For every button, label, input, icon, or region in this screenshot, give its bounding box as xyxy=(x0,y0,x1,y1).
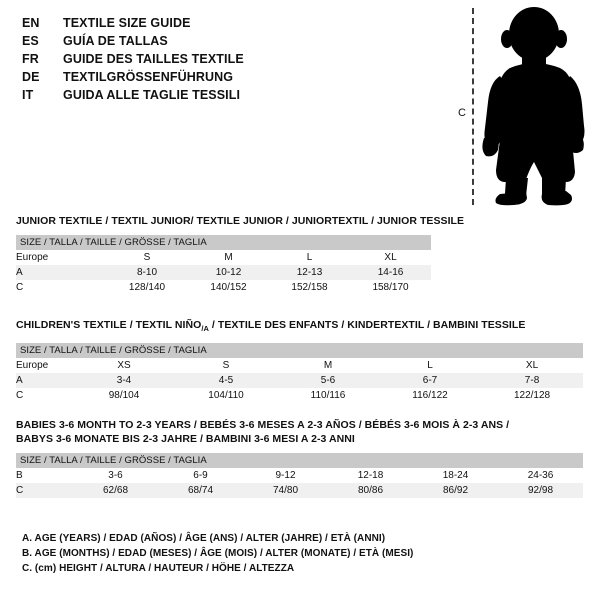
cell-value: 12-18 xyxy=(328,468,413,483)
row-label-a: A xyxy=(16,265,106,280)
children-table-header-label: SIZE / TALLA / TAILLE / GRÖSSE / TAGLIA xyxy=(16,343,584,359)
legend-line-b: B. AGE (MONTHS) / EDAD (MESES) / ÂGE (MO… xyxy=(22,548,414,559)
cell-value: 104/110 xyxy=(175,388,277,404)
cell-value: 24-36 xyxy=(498,468,583,483)
title-row: FR GUIDE DES TAILLES TEXTILE xyxy=(22,50,422,68)
cell-value: 92/98 xyxy=(498,483,583,498)
table-row: B 3-6 6-9 9-12 12-18 18-24 24-36 xyxy=(16,468,583,483)
section-childrens-textile: CHILDREN'S TEXTILE / TEXTIL NIÑO/A / TEX… xyxy=(16,318,586,404)
height-illustration: C xyxy=(450,0,600,212)
row-label-c: C xyxy=(16,388,73,404)
table-row: A 8-10 10-12 12-13 14-16 xyxy=(16,265,432,280)
title-row: ES GUÍA DE TALLAS xyxy=(22,32,422,50)
junior-size-table: SIZE / TALLA / TAILLE / GRÖSSE / TAGLIA … xyxy=(16,235,432,295)
cell-value: 6-9 xyxy=(158,468,243,483)
junior-table-header-label: SIZE / TALLA / TAILLE / GRÖSSE / TAGLIA xyxy=(16,235,432,250)
cell-value: 80/86 xyxy=(328,483,413,498)
cell-value: XL xyxy=(350,250,432,265)
section-children-heading-part1: CHILDREN'S TEXTILE / TEXTIL NIÑO xyxy=(16,319,202,331)
babies-size-table: SIZE / TALLA / TAILLE / GRÖSSE / TAGLIA … xyxy=(16,453,583,498)
section-children-heading-part2: / TEXTILE DES ENFANTS / KINDERTEXTIL / B… xyxy=(208,319,526,331)
height-measure-label: C xyxy=(456,106,468,120)
language-code-fr: FR xyxy=(22,52,39,66)
section-junior-heading: JUNIOR TEXTILE / TEXTIL JUNIOR/ TEXTILE … xyxy=(16,215,465,227)
table-row: C 98/104 104/110 110/116 116/122 122/128 xyxy=(16,388,584,404)
row-label-c: C xyxy=(16,483,73,498)
table-header-row: SIZE / TALLA / TAILLE / GRÖSSE / TAGLIA xyxy=(16,343,584,359)
title-text-fr: GUIDE DES TAILLES TEXTILE xyxy=(63,52,244,66)
row-label-a: A xyxy=(16,373,73,389)
babies-table-header-label: SIZE / TALLA / TAILLE / GRÖSSE / TAGLIA xyxy=(16,453,583,468)
cell-value: 62/68 xyxy=(73,483,158,498)
cell-value: M xyxy=(277,358,379,374)
cell-value: 68/74 xyxy=(158,483,243,498)
language-code-es: ES xyxy=(22,34,39,48)
cell-value: 122/128 xyxy=(481,388,584,404)
table-row: Europe S M L XL xyxy=(16,250,432,265)
section-babies-textile: BABIES 3-6 MONTH TO 2-3 YEARS / BEBÉS 3-… xyxy=(16,418,586,498)
cell-value: 86/92 xyxy=(413,483,498,498)
cell-value: M xyxy=(188,250,269,265)
cell-value: 128/140 xyxy=(106,280,188,295)
cell-value: XS xyxy=(73,358,175,374)
cell-value: S xyxy=(106,250,188,265)
cell-value: 3-4 xyxy=(73,373,175,389)
cell-value: XL xyxy=(481,358,584,374)
table-row: A 3-4 4-5 5-6 6-7 7-8 xyxy=(16,373,584,389)
cell-value: 158/170 xyxy=(350,280,432,295)
cell-value: 98/104 xyxy=(73,388,175,404)
cell-value: 9-12 xyxy=(243,468,328,483)
cell-value: 4-5 xyxy=(175,373,277,389)
table-header-row: SIZE / TALLA / TAILLE / GRÖSSE / TAGLIA xyxy=(16,235,432,250)
cell-value: 14-16 xyxy=(350,265,432,280)
height-measure-dashed-line xyxy=(472,8,474,205)
cell-value: 152/158 xyxy=(269,280,350,295)
table-row: Europe XS S M L XL xyxy=(16,358,584,374)
cell-value: 5-6 xyxy=(277,373,379,389)
title-text-en: TEXTILE SIZE GUIDE xyxy=(63,16,191,30)
language-title-block: EN TEXTILE SIZE GUIDE ES GUÍA DE TALLAS … xyxy=(22,14,422,104)
title-text-de: TEXTILGRÖSSENFÜHRUNG xyxy=(63,70,234,84)
language-code-en: EN xyxy=(22,16,40,30)
section-babies-heading-line2: BABYS 3-6 MONATE BIS 2-3 JAHRE / BAMBINI… xyxy=(16,433,355,445)
cell-value: 110/116 xyxy=(277,388,379,404)
measurement-legend: A. AGE (YEARS) / EDAD (AÑOS) / ÂGE (ANS)… xyxy=(22,531,482,576)
section-junior-textile: JUNIOR TEXTILE / TEXTIL JUNIOR/ TEXTILE … xyxy=(16,214,465,295)
row-label-b: B xyxy=(16,468,73,483)
table-row: C 62/68 68/74 74/80 80/86 86/92 92/98 xyxy=(16,483,583,498)
row-label-c: C xyxy=(16,280,106,295)
legend-line-c: C. (cm) HEIGHT / ALTURA / HAUTEUR / HÖHE… xyxy=(22,563,295,574)
table-row: C 128/140 140/152 152/158 158/170 xyxy=(16,280,432,295)
cell-value: 7-8 xyxy=(481,373,584,389)
section-babies-heading-line1: BABIES 3-6 MONTH TO 2-3 YEARS / BEBÉS 3-… xyxy=(16,419,510,431)
title-row: EN TEXTILE SIZE GUIDE xyxy=(22,14,422,32)
cell-value: 3-6 xyxy=(73,468,158,483)
cell-value: L xyxy=(269,250,350,265)
cell-value: 116/122 xyxy=(379,388,481,404)
language-code-it: IT xyxy=(22,88,34,102)
title-text-es: GUÍA DE TALLAS xyxy=(63,34,168,48)
cell-value: S xyxy=(175,358,277,374)
cell-value: 6-7 xyxy=(379,373,481,389)
row-label-europe: Europe xyxy=(16,358,73,374)
cell-value: 8-10 xyxy=(106,265,188,280)
toddler-silhouette-icon xyxy=(482,7,585,206)
cell-value: 12-13 xyxy=(269,265,350,280)
language-code-de: DE xyxy=(22,70,40,84)
section-children-heading: CHILDREN'S TEXTILE / TEXTIL NIÑO/A / TEX… xyxy=(16,318,586,336)
cell-value: L xyxy=(379,358,481,374)
table-header-row: SIZE / TALLA / TAILLE / GRÖSSE / TAGLIA xyxy=(16,453,583,468)
cell-value: 140/152 xyxy=(188,280,269,295)
title-text-it: GUIDA ALLE TAGLIE TESSILI xyxy=(63,88,241,102)
legend-line-a: A. AGE (YEARS) / EDAD (AÑOS) / ÂGE (ANS)… xyxy=(22,533,386,544)
children-size-table: SIZE / TALLA / TAILLE / GRÖSSE / TAGLIA … xyxy=(16,343,584,404)
section-children-heading-sub: /A xyxy=(201,324,209,334)
cell-value: 18-24 xyxy=(413,468,498,483)
cell-value: 74/80 xyxy=(243,483,328,498)
cell-value: 10-12 xyxy=(188,265,269,280)
row-label-europe: Europe xyxy=(16,250,106,265)
title-row: DE TEXTILGRÖSSENFÜHRUNG xyxy=(22,68,422,86)
title-row: IT GUIDA ALLE TAGLIE TESSILI xyxy=(22,86,422,104)
